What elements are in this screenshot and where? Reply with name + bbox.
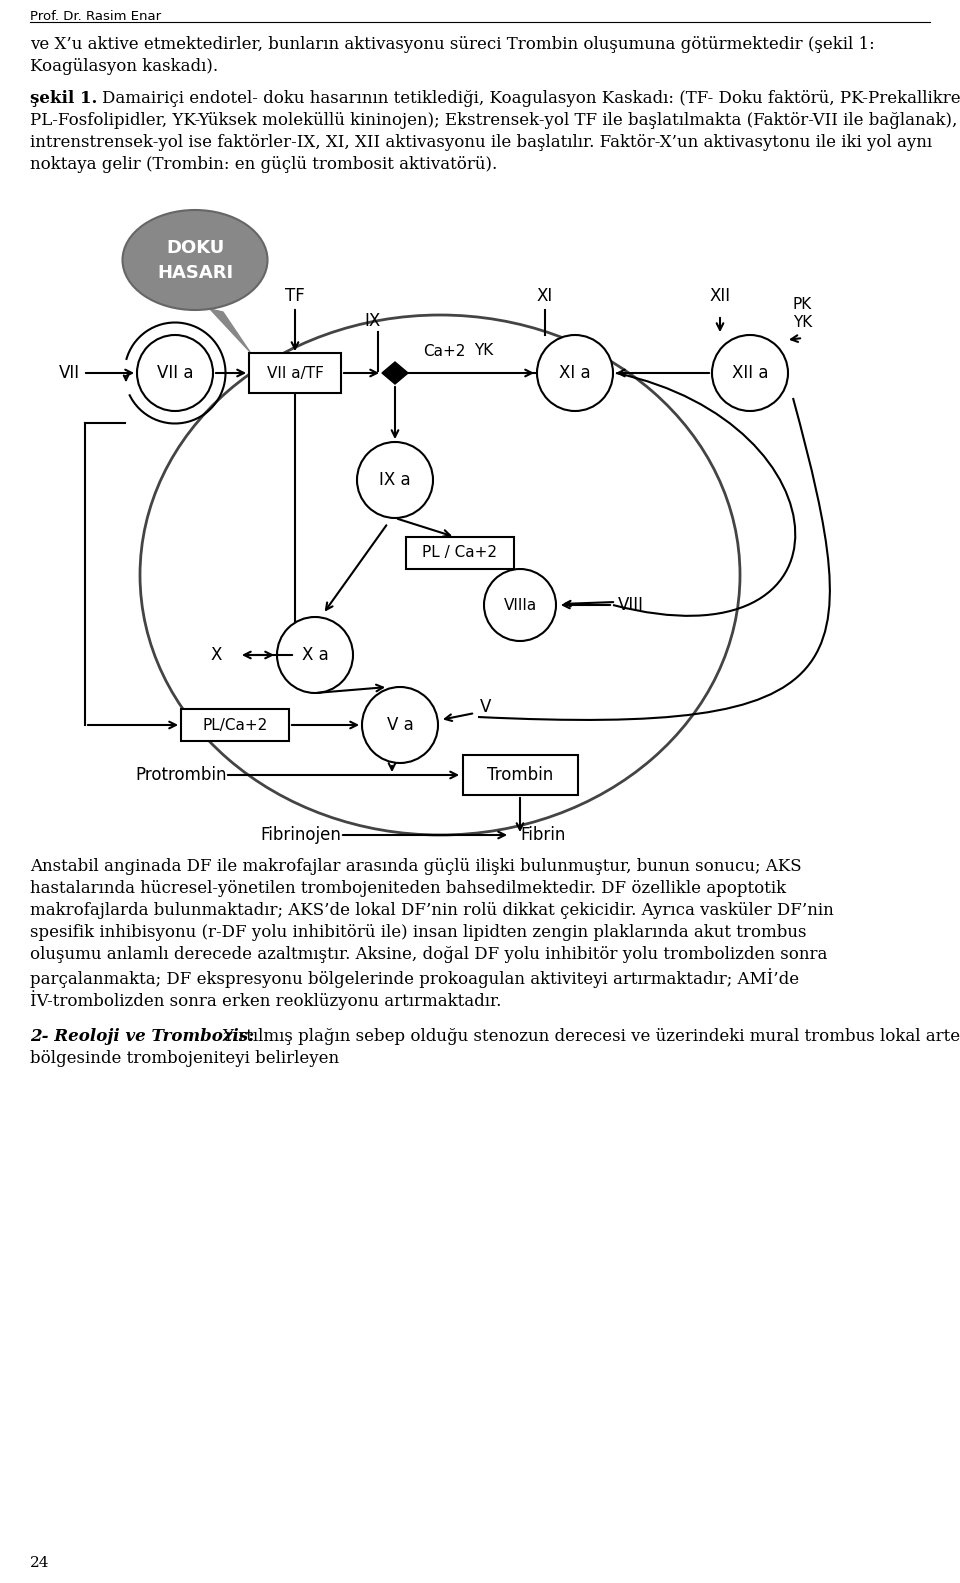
Text: VIIIa: VIIIa (503, 597, 537, 613)
Text: XI a: XI a (559, 364, 590, 382)
FancyBboxPatch shape (249, 353, 341, 393)
Text: parçalanmakta; DF ekspresyonu bölgelerinde prokoagulan aktiviteyi artırmaktadır;: parçalanmakta; DF ekspresyonu bölgelerin… (30, 967, 799, 988)
Text: YK: YK (474, 344, 493, 358)
Circle shape (277, 617, 353, 693)
Text: Fibrin: Fibrin (520, 826, 565, 844)
Text: XII a: XII a (732, 364, 768, 382)
Text: YK: YK (793, 315, 812, 329)
Text: intrenstrensek-yol ise faktörler-IX, XI, XII aktivasyonu ile başlatılır. Faktör-: intrenstrensek-yol ise faktörler-IX, XI,… (30, 135, 932, 150)
Text: İV-trombolizden sonra erken reoklüzyonu artırmaktadır.: İV-trombolizden sonra erken reoklüzyonu … (30, 989, 501, 1010)
Text: PL/Ca+2: PL/Ca+2 (203, 717, 268, 733)
Circle shape (712, 336, 788, 412)
Circle shape (137, 336, 213, 412)
Text: ve X’u aktive etmektedirler, bunların aktivasyonu süreci Trombin oluşumuna götür: ve X’u aktive etmektedirler, bunların ak… (30, 36, 875, 52)
Circle shape (537, 336, 613, 412)
Text: DOKU: DOKU (166, 239, 224, 256)
Text: Protrombin: Protrombin (135, 766, 227, 784)
Ellipse shape (123, 211, 268, 310)
Text: XII: XII (709, 287, 731, 306)
Text: V: V (480, 698, 492, 716)
FancyBboxPatch shape (406, 537, 514, 568)
Text: X a: X a (301, 646, 328, 663)
Text: X: X (210, 646, 222, 663)
Text: PL-Fosfolipidler, YK-Yüksek moleküllü kininojen); Ekstrensek-yol TF ile başlatıl: PL-Fosfolipidler, YK-Yüksek moleküllü ki… (30, 112, 957, 128)
Text: IX a: IX a (379, 472, 411, 489)
Text: XI: XI (537, 287, 553, 306)
Text: PK: PK (793, 298, 812, 312)
Text: Anstabil anginada DF ile makrofajlar arasında güçlü ilişki bulunmuştur, bunun so: Anstabil anginada DF ile makrofajlar ara… (30, 858, 802, 875)
Text: noktaya gelir (Trombin: en güçlü trombosit aktivatörü).: noktaya gelir (Trombin: en güçlü trombos… (30, 157, 497, 173)
FancyBboxPatch shape (463, 755, 578, 795)
Circle shape (357, 442, 433, 518)
Circle shape (362, 687, 438, 763)
Text: makrofajlarda bulunmaktadır; AKS’de lokal DF’nin rolü dikkat çekicidir. Ayrıca v: makrofajlarda bulunmaktadır; AKS’de loka… (30, 902, 833, 920)
FancyBboxPatch shape (181, 709, 289, 741)
Text: VII a: VII a (156, 364, 193, 382)
Circle shape (484, 568, 556, 641)
Text: şekil 1.: şekil 1. (30, 90, 97, 108)
Text: oluşumu anlamlı derecede azaltmıştır. Aksine, doğal DF yolu inhibitör yolu tromb: oluşumu anlamlı derecede azaltmıştır. Ak… (30, 947, 828, 962)
Text: 24: 24 (30, 1556, 50, 1570)
Text: V a: V a (387, 716, 414, 735)
Text: hastalarında hücresel-yönetilen trombojeniteden bahsedilmektedir. DF özellikle a: hastalarında hücresel-yönetilen tromboje… (30, 880, 786, 898)
Text: HASARI: HASARI (156, 264, 233, 282)
Text: Prof. Dr. Rasim Enar: Prof. Dr. Rasim Enar (30, 9, 161, 24)
Text: Fibrinojen: Fibrinojen (260, 826, 341, 844)
Text: TF: TF (285, 287, 305, 306)
Text: Damairiçi endotel- doku hasarının tetiklediği, Koagulasyon Kaskadı: (TF- Doku fa: Damairiçi endotel- doku hasarının tetikl… (102, 90, 960, 108)
Text: VIII: VIII (618, 597, 644, 614)
Text: Yırtılmış plağın sebep olduğu stenozun derecesi ve üzerindeki mural trombus loka: Yırtılmış plağın sebep olduğu stenozun d… (222, 1027, 960, 1045)
Polygon shape (210, 309, 250, 351)
Text: 2- Reoloji ve Trombozis:: 2- Reoloji ve Trombozis: (30, 1027, 254, 1045)
Text: bölgesinde trombojeniteyi belirleyen: bölgesinde trombojeniteyi belirleyen (30, 1050, 339, 1067)
Text: PL / Ca+2: PL / Ca+2 (422, 546, 497, 560)
Text: Trombin: Trombin (487, 766, 553, 784)
Text: spesifik inhibisyonu (r-DF yolu inhibitörü ile) insan lipidten zengin plaklarınd: spesifik inhibisyonu (r-DF yolu inhibitö… (30, 924, 806, 940)
Text: VII a/TF: VII a/TF (267, 366, 324, 380)
Text: Ca+2: Ca+2 (423, 344, 466, 358)
Text: Koagülasyon kaskadı).: Koagülasyon kaskadı). (30, 59, 218, 74)
Polygon shape (382, 363, 408, 385)
Text: VII: VII (59, 364, 80, 382)
Text: IX: IX (365, 312, 381, 329)
